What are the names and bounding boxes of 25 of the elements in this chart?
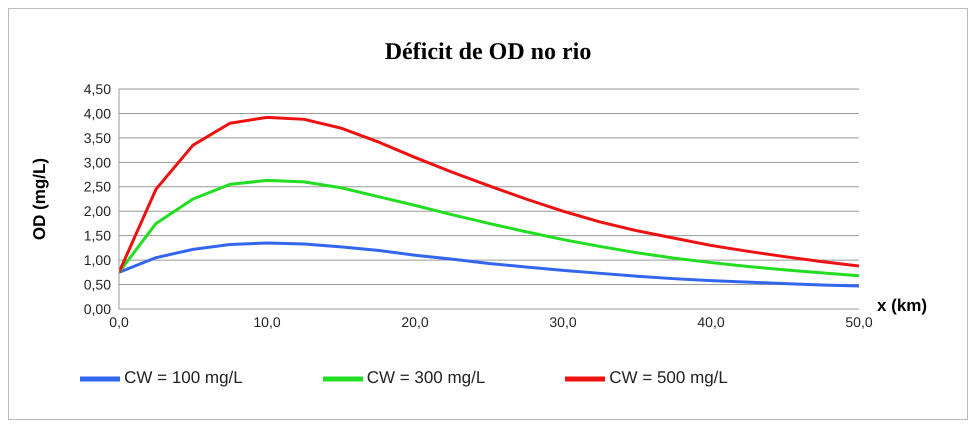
y-tick-label: 1,50	[84, 228, 112, 244]
y-tick-label: 0,50	[84, 276, 112, 293]
x-tick-label: 10,0	[253, 314, 281, 330]
y-tick-label: 4,00	[84, 105, 112, 122]
x-tick-label: 40,0	[697, 314, 725, 330]
line-series	[119, 178, 859, 278]
legend-label: CW = 500 mg/L	[609, 368, 728, 388]
chart-title: Déficit de OD no rio	[384, 39, 592, 66]
x-tick-label: 50,0	[845, 314, 873, 330]
x-tick-label: 0,0	[109, 314, 129, 330]
x-axis-title: x (km)	[877, 296, 928, 316]
legend-label: CW = 300 mg/L	[366, 368, 486, 388]
line-series	[119, 242, 859, 288]
y-tick-label: 3,00	[84, 154, 112, 170]
y-tick-label: 4,50	[84, 80, 112, 97]
x-tick-label: 30,0	[549, 314, 577, 330]
y-tick-label: 2,50	[84, 178, 112, 195]
x-tick-label: 20,0	[401, 314, 429, 330]
y-tick-label: 2,00	[84, 203, 112, 220]
y-tick-label: 3,50	[84, 130, 112, 146]
line-series	[119, 116, 859, 274]
legend-label: CW = 100 mg/L	[124, 368, 243, 388]
y-tick-label: 0,00	[84, 300, 112, 317]
y-axis-title: OD (mg/L)	[30, 158, 50, 240]
y-tick-label: 1,00	[84, 252, 112, 268]
